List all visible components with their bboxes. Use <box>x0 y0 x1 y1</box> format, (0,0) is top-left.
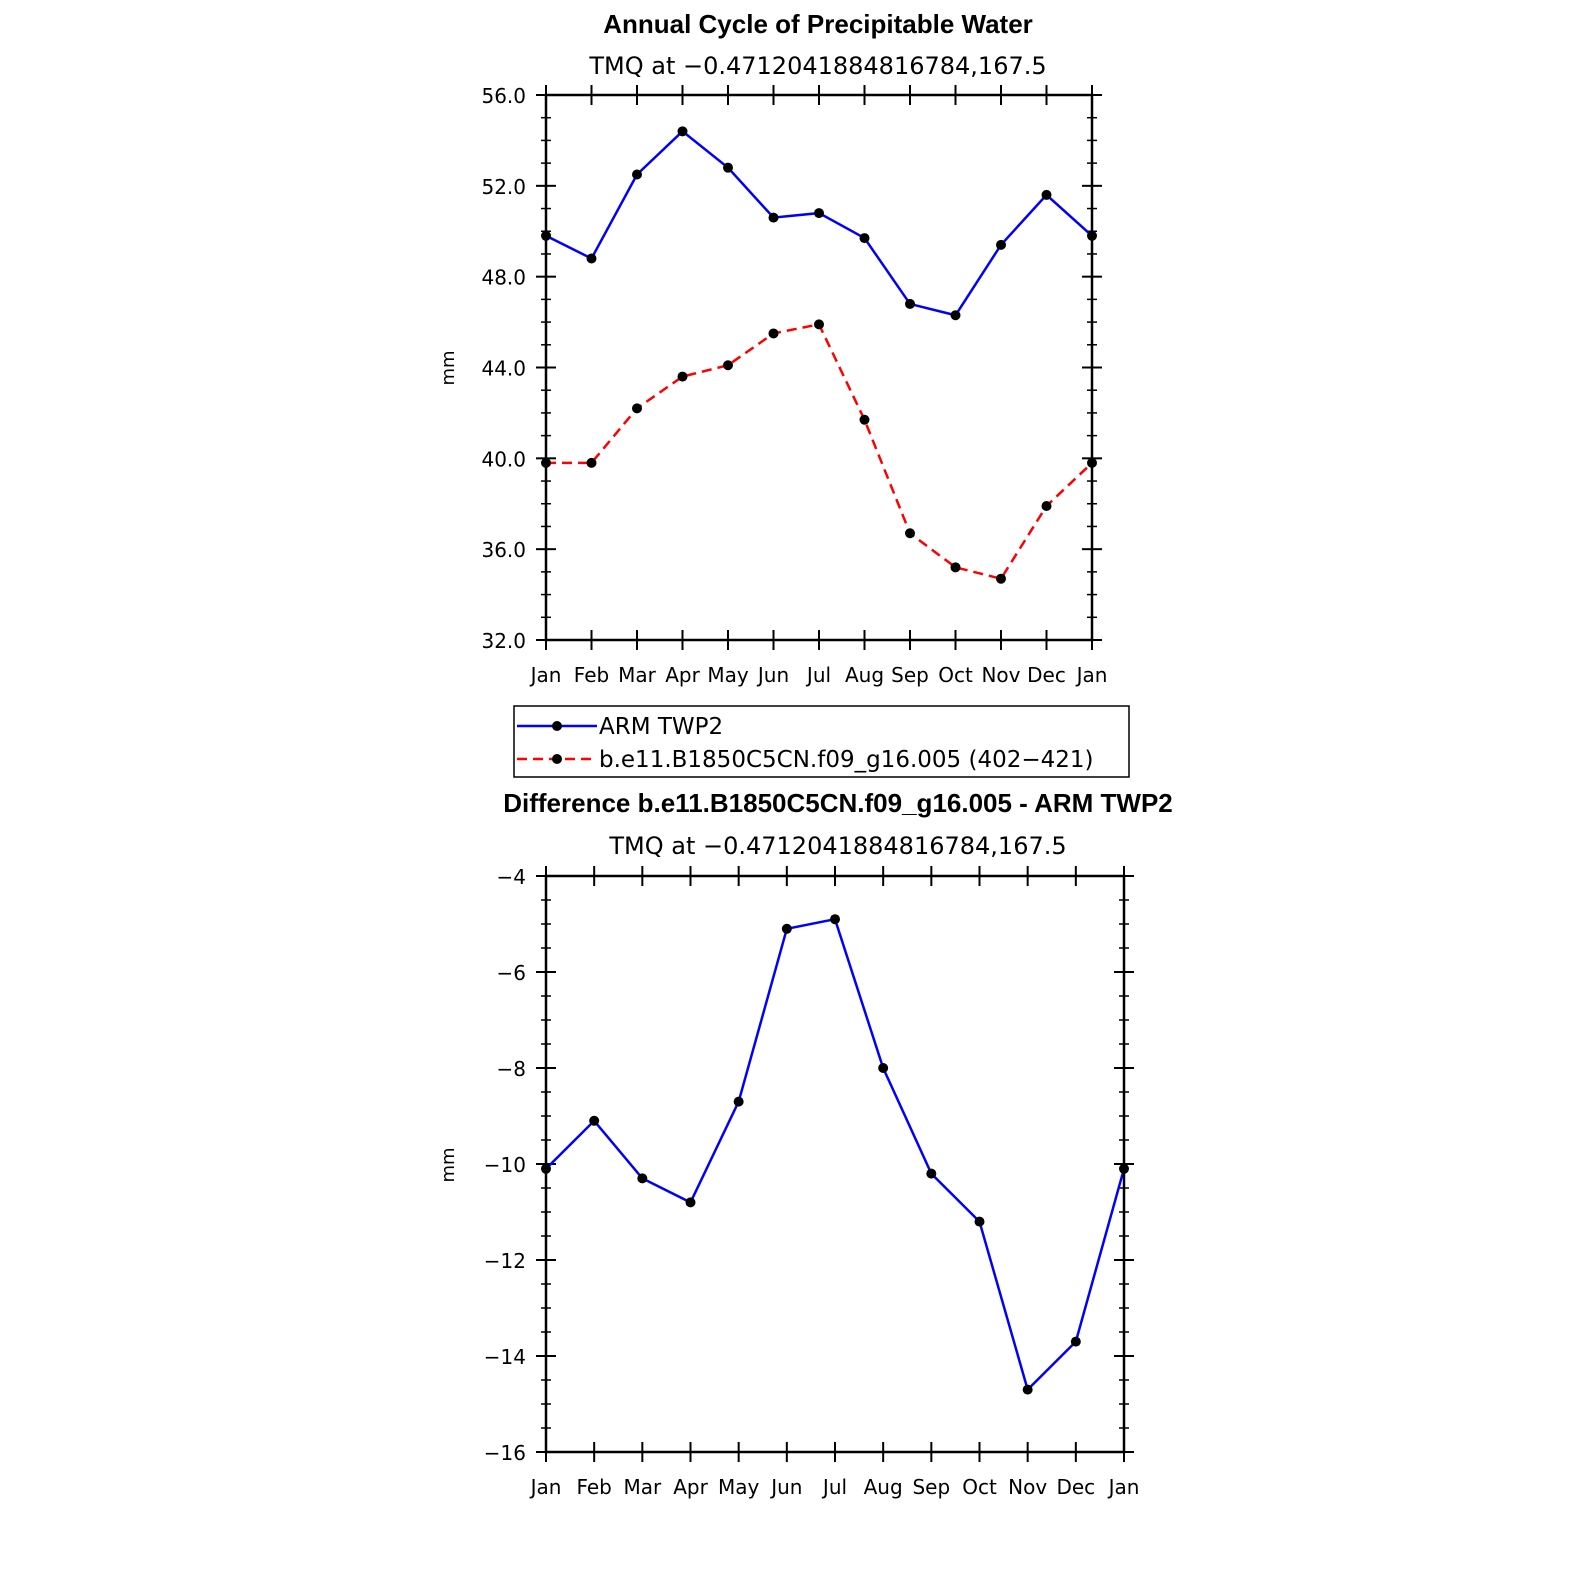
chart1-xtick-label: Dec <box>1027 663 1066 687</box>
chart2-series-0-point <box>926 1168 937 1179</box>
chart2-ytick-label: −8 <box>497 1057 526 1081</box>
chart2-xtick-label: Apr <box>673 1475 708 1499</box>
chart2-xtick-label: Mar <box>623 1475 662 1499</box>
chart1-series-0-point <box>905 298 915 309</box>
chart1-series-0-point <box>859 233 870 244</box>
chart1-series-1-point <box>1041 501 1052 512</box>
chart1-xtick-label: Aug <box>845 663 884 687</box>
chart2-series-0-point <box>781 923 792 934</box>
chart2-series-0-point <box>974 1216 985 1227</box>
chart1-series-1-point <box>859 414 870 425</box>
chart1-series-0-point <box>996 239 1006 250</box>
legend-box <box>513 705 1130 778</box>
legend-arm-twp2-label: ARM TWP2 <box>599 714 723 740</box>
chart1-series-1-point <box>950 562 961 573</box>
chart1-series-0-point <box>1041 189 1052 200</box>
chart1-series-1-point <box>996 573 1006 584</box>
chart2-subtitle: TMQ at −0.4712041884816784,167.5 <box>608 832 1066 860</box>
chart2-xtick-label: Dec <box>1056 1475 1095 1499</box>
chart1-series-1-point <box>632 403 642 414</box>
legend-arm-twp2-marker <box>552 721 562 731</box>
chart1-series-1-point <box>677 371 688 382</box>
chart2-series-0-point <box>685 1197 696 1208</box>
chart1-xtick-label: Jan <box>1075 663 1108 687</box>
chart1-xtick-label: Jan <box>529 663 562 687</box>
chart2-xtick-label: Oct <box>962 1475 997 1499</box>
chart1-ytick-label: 44.0 <box>481 357 526 381</box>
chart1-ytick-label: 36.0 <box>481 538 526 562</box>
chart2-ylabel: mm <box>438 1147 459 1182</box>
chart2-ytick-label: −10 <box>484 1153 526 1177</box>
chart1-series-0-point <box>632 169 642 180</box>
chart1-title: Annual Cycle of Precipitable Water <box>603 9 1033 39</box>
chart1-series-1-point <box>905 528 915 539</box>
chart2-plot-frame <box>544 874 1126 1454</box>
chart1-series-1-point <box>586 457 597 468</box>
chart1-ylabel: mm <box>438 350 459 385</box>
chart1-xtick-label: Feb <box>574 663 609 687</box>
chart2-xtick-label: Jan <box>1107 1475 1140 1499</box>
chart1-ytick-label: 52.0 <box>481 175 526 199</box>
legend-model-label: b.e11.B1850C5CN.f09_g16.005 (402−421) <box>599 747 1094 773</box>
chart2-xtick-label: Sep <box>912 1475 950 1499</box>
chart2-xtick-label: Feb <box>576 1475 611 1499</box>
chart2-xtick-label: Aug <box>864 1475 903 1499</box>
legend: ARM TWP2 b.e11.B1850C5CN.f09_g16.005 (40… <box>513 705 1130 778</box>
chart1-series-0-point <box>586 253 597 264</box>
chart1-xtick-label: Apr <box>665 663 700 687</box>
chart1-series-1-point <box>814 319 824 330</box>
chart2-title: Difference b.e11.B1850C5CN.f09_g16.005 -… <box>503 788 1173 818</box>
chart1-series-0-point <box>950 310 961 321</box>
chart1-ytick-label: 48.0 <box>481 266 526 290</box>
chart2-series-0-line <box>545 917 1126 1392</box>
chart1-xtick-label: Sep <box>891 663 929 687</box>
chart2-ytick-label: −12 <box>484 1249 526 1273</box>
chart1-ytick-label: 40.0 <box>481 447 526 471</box>
chart1-series-1-line <box>546 322 1093 581</box>
chart1-xtick-label: Jun <box>756 663 789 687</box>
chart2-ytick-label: −4 <box>497 865 526 889</box>
chart2-ytick-label: −16 <box>484 1441 526 1465</box>
chart2-series-0-point <box>589 1115 600 1126</box>
chart2-xtick-label: Jan <box>529 1475 562 1499</box>
chart2-series-0-point <box>1022 1384 1033 1395</box>
chart1-ytick-label: 32.0 <box>481 629 526 653</box>
chart2-xtick-label: May <box>718 1475 760 1499</box>
chart1-xtick-label: Mar <box>618 663 657 687</box>
legend-model-marker <box>552 754 562 764</box>
chart1-xtick-label: May <box>707 663 749 687</box>
chart1-xtick-label: Jul <box>805 663 831 687</box>
chart1-series-0-line <box>545 129 1093 317</box>
chart1-subtitle: TMQ at −0.4712041884816784,167.5 <box>588 52 1046 80</box>
chart1-xtick-label: Oct <box>938 663 973 687</box>
chart1-series-0-point <box>677 126 688 137</box>
chart2-series-0-point <box>733 1096 744 1107</box>
chart2-ytick-label: −6 <box>497 961 526 985</box>
chart2-series-0-point <box>878 1063 889 1073</box>
chart2-xtick-label: Nov <box>1008 1475 1047 1499</box>
chart2-series-0-point <box>1070 1336 1081 1347</box>
chart2-xtick-label: Jul <box>821 1475 847 1499</box>
chart1-plot-frame <box>544 93 1094 642</box>
chart2-ytick-label: −14 <box>484 1345 526 1369</box>
chart1-series-1-point <box>723 360 733 371</box>
chart1-series-0-point <box>768 212 779 223</box>
chart1-series-0-point <box>723 162 733 173</box>
annual-cycle-chart: Annual Cycle of Precipitable Water TMQ a… <box>438 9 1107 687</box>
chart1-series-0-point <box>814 208 824 219</box>
chart1-ytick-label: 56.0 <box>481 84 526 108</box>
difference-chart: Difference b.e11.B1850C5CN.f09_g16.005 -… <box>438 788 1173 1499</box>
chart2-series-0-point <box>830 914 840 925</box>
chart2-xtick-label: Jun <box>769 1475 802 1499</box>
chart1-xtick-label: Nov <box>981 663 1020 687</box>
chart1-series-1-point <box>768 328 779 339</box>
chart2-series-0-point <box>637 1173 648 1184</box>
